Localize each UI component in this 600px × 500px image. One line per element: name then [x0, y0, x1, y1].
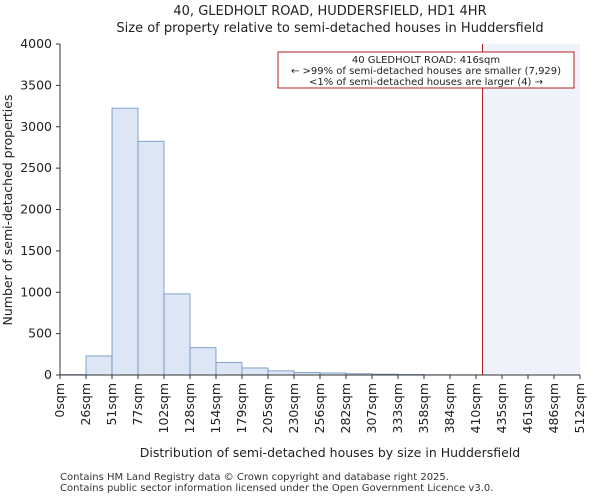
chart-subtitle: Size of property relative to semi-detach…: [116, 21, 543, 36]
x-tick-label: 435sqm: [494, 383, 509, 433]
x-tick-label: 26sqm: [78, 383, 93, 426]
x-tick-label: 282sqm: [338, 383, 353, 433]
bar-179sqm: [241, 367, 269, 376]
x-tick-label: 256sqm: [312, 383, 327, 433]
y-tick-label: 1000: [20, 284, 52, 299]
x-tick-label: 384sqm: [442, 383, 457, 433]
y-axis-label: Number of semi-detached properties: [0, 95, 15, 326]
x-tick-label: 77sqm: [130, 383, 145, 426]
larger-region-highlight: [482, 44, 580, 375]
y-tick-label: 3000: [20, 119, 52, 134]
x-tick-label: 51sqm: [104, 383, 119, 426]
x-tick-label: 486sqm: [546, 383, 561, 433]
annotation-border: [277, 51, 575, 89]
y-tick-label: 1500: [20, 243, 52, 258]
x-tick-label: 461sqm: [520, 383, 535, 433]
x-tick-label: 179sqm: [234, 383, 249, 433]
annotation-line-1: 40 GLEDHOLT ROAD: 416sqm: [352, 55, 500, 66]
bar-102sqm: [163, 293, 191, 376]
y-tick-label: 4000: [20, 36, 52, 51]
bar-128sqm: [189, 347, 217, 376]
y-tick-label: 500: [28, 326, 52, 341]
bar-51sqm: [111, 107, 139, 376]
x-tick-label: 102sqm: [156, 383, 171, 433]
bar-77sqm: [137, 140, 165, 376]
x-tick-label: 358sqm: [416, 383, 431, 433]
bar-205sqm: [267, 370, 295, 376]
x-tick-label: 154sqm: [208, 383, 223, 433]
x-tick-label: 128sqm: [182, 383, 197, 433]
x-tick-label: 512sqm: [572, 383, 587, 433]
x-tick-label: 205sqm: [260, 383, 275, 433]
annotation-line-3: <1% of semi-detached houses are larger (…: [309, 77, 543, 88]
plot-area: 0 500 1000 1500 2000 2500 3000 3500 4000 0sqm 26s…: [20, 36, 587, 433]
footer-licence: Contains public sector information licen…: [60, 483, 494, 494]
bar-26sqm: [85, 355, 113, 376]
bar-154sqm: [215, 362, 243, 376]
x-tick-label: 230sqm: [286, 383, 301, 433]
x-axis-label: Distribution of semi-detached houses by …: [140, 445, 520, 460]
x-tick-label: 333sqm: [390, 383, 405, 433]
x-tick-label: 307sqm: [364, 383, 379, 433]
y-tick-label: 2000: [20, 202, 52, 217]
footer-copyright: Contains HM Land Registry data © Crown c…: [60, 472, 449, 483]
y-tick-label: 2500: [20, 160, 52, 175]
annotation-box: 40 GLEDHOLT ROAD: 416sqm ← >99% of semi-…: [277, 51, 575, 89]
x-tick-label: 410sqm: [468, 383, 483, 433]
annotation-line-2: ← >99% of semi-detached houses are small…: [291, 66, 561, 77]
y-tick-label: 0: [44, 367, 52, 382]
y-tick-label: 3500: [20, 77, 52, 92]
x-tick-label: 0sqm: [52, 383, 67, 418]
chart-title: 40, GLEDHOLT ROAD, HUDDERSFIELD, HD1 4HR: [173, 4, 486, 19]
